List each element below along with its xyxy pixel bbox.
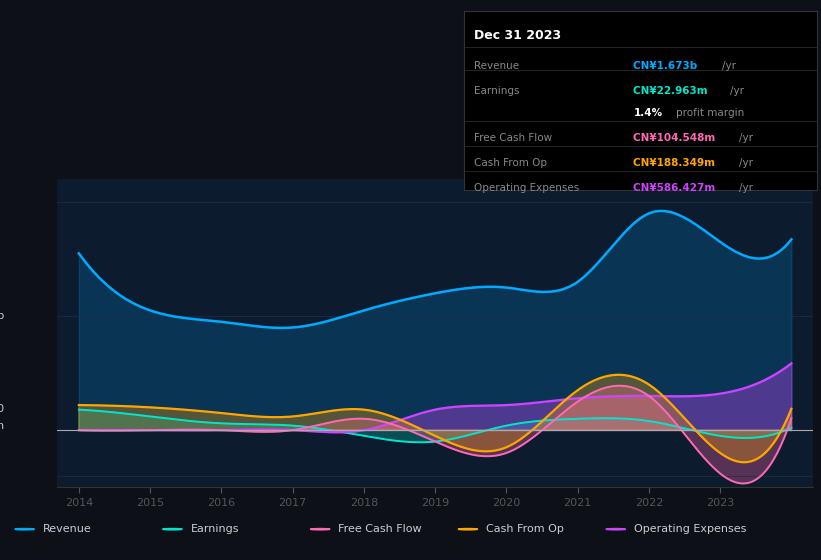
Text: CN¥586.427m: CN¥586.427m xyxy=(633,183,719,193)
Text: profit margin: profit margin xyxy=(676,108,744,118)
Text: Free Cash Flow: Free Cash Flow xyxy=(338,524,422,534)
Circle shape xyxy=(310,529,330,530)
Text: Free Cash Flow: Free Cash Flow xyxy=(475,133,553,143)
Text: -CN¥400m: -CN¥400m xyxy=(0,421,5,431)
Text: /yr: /yr xyxy=(739,133,753,143)
Text: CN¥2b: CN¥2b xyxy=(0,311,5,321)
Text: CN¥0: CN¥0 xyxy=(0,404,5,414)
Text: Revenue: Revenue xyxy=(475,62,520,71)
Circle shape xyxy=(458,529,478,530)
Text: Earnings: Earnings xyxy=(475,86,520,96)
Text: 1.4%: 1.4% xyxy=(633,108,663,118)
Text: Cash From Op: Cash From Op xyxy=(486,524,564,534)
Text: /yr: /yr xyxy=(731,86,745,96)
Text: Revenue: Revenue xyxy=(43,524,91,534)
Text: Operating Expenses: Operating Expenses xyxy=(634,524,746,534)
Text: Dec 31 2023: Dec 31 2023 xyxy=(475,29,562,42)
Circle shape xyxy=(606,529,626,530)
Text: /yr: /yr xyxy=(722,62,736,71)
Text: CN¥1.673b: CN¥1.673b xyxy=(633,62,701,71)
Text: Cash From Op: Cash From Op xyxy=(475,158,548,168)
Text: /yr: /yr xyxy=(739,158,753,168)
Circle shape xyxy=(15,529,34,530)
Text: CN¥104.548m: CN¥104.548m xyxy=(633,133,719,143)
Text: Operating Expenses: Operating Expenses xyxy=(475,183,580,193)
Text: CN¥22.963m: CN¥22.963m xyxy=(633,86,712,96)
Text: Earnings: Earnings xyxy=(190,524,239,534)
Text: CN¥188.349m: CN¥188.349m xyxy=(633,158,719,168)
Text: /yr: /yr xyxy=(739,183,753,193)
Circle shape xyxy=(163,529,182,530)
